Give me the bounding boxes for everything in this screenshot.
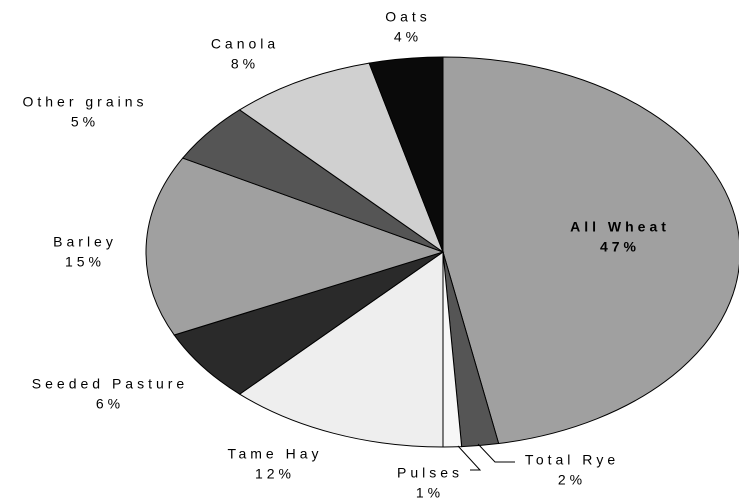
slice-label: Total Rye [525,452,619,468]
leader-line [457,445,482,471]
slice-value-label: 1% [416,485,444,501]
slice-value-label: 12% [255,466,295,482]
slice-label: Oats [385,9,431,25]
pie-slice [238,251,444,448]
pie-slice [145,157,445,336]
slice-value-label: 2% [558,472,586,488]
leader-line [477,443,515,463]
slice-value-label: 8% [231,56,259,72]
slice-value-label: 4% [394,29,422,45]
pie-slice [368,56,444,253]
pie-slice [238,62,445,254]
slice-value-label: 47% [600,239,640,255]
pie-slice [442,56,739,445]
slice-value-label: 5% [71,114,99,130]
slice-label: Barley [53,234,117,250]
slice-label: Seeded Pasture [32,376,188,392]
slice-label: Canola [211,36,279,52]
slice-value-label: 6% [96,396,124,412]
slice-label: Other grains [22,94,147,110]
slice-label: Tame Hay [227,446,322,462]
slice-label: All Wheat [570,219,670,235]
slice-label: Pulses [397,465,463,481]
slice-value-label: 15% [65,254,105,270]
